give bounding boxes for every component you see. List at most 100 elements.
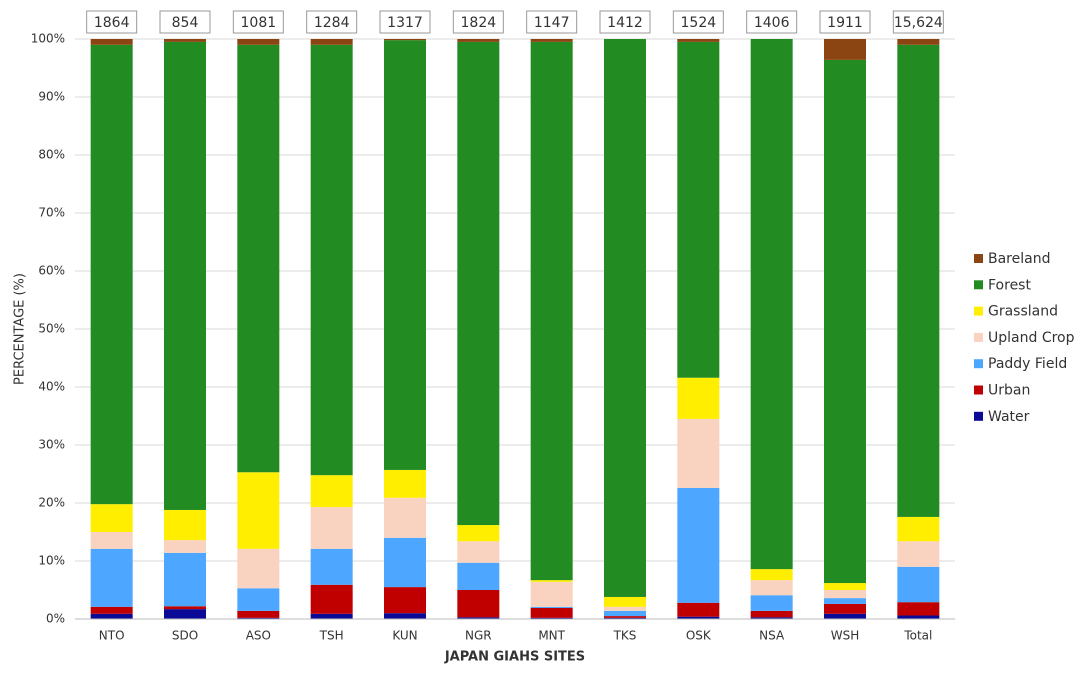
total-label: 1911 xyxy=(827,15,863,31)
bar-segment xyxy=(897,541,940,567)
bar-segment xyxy=(530,606,573,608)
legend-swatch xyxy=(974,359,983,369)
bar-segment xyxy=(90,532,133,549)
bar-segment xyxy=(384,497,426,538)
total-box xyxy=(672,10,724,34)
total-box xyxy=(819,10,871,34)
legend-label: Urban xyxy=(988,383,1030,399)
bar-segment xyxy=(677,39,720,42)
x-tick-label: KUN xyxy=(392,629,417,643)
bar-segment xyxy=(457,590,500,618)
y-tick-label: 80% xyxy=(38,148,65,162)
bar-segment xyxy=(310,613,353,619)
total-label: 854 xyxy=(172,15,199,31)
bar-segment xyxy=(310,475,353,508)
bar-segment xyxy=(604,606,646,611)
bar-segment xyxy=(237,472,280,549)
legend-swatch xyxy=(974,306,983,316)
bar-segment xyxy=(530,617,573,619)
bar-segment xyxy=(750,580,793,596)
bar-segment xyxy=(897,566,940,603)
x-tick-label: WSH xyxy=(831,629,860,643)
x-tick-label: TSH xyxy=(319,629,344,643)
legend-label: Bareland xyxy=(988,251,1050,267)
bar-segment xyxy=(897,615,940,619)
total-label: 1284 xyxy=(314,15,350,31)
bar-segment xyxy=(897,602,940,616)
bar-segment xyxy=(530,39,573,42)
bar-segment xyxy=(310,39,353,45)
x-tick-label: TKS xyxy=(613,629,637,643)
bar-segment xyxy=(384,40,426,470)
bar-segment xyxy=(90,613,133,619)
bar-segment xyxy=(457,617,500,619)
bar-segment xyxy=(824,590,866,599)
legend-swatch xyxy=(974,411,983,421)
legend-swatch xyxy=(974,280,983,290)
bar-segment xyxy=(530,581,573,607)
total-label: 1824 xyxy=(461,15,497,31)
y-tick-label: 60% xyxy=(38,264,65,278)
bar-segment xyxy=(604,39,646,597)
y-axis-label: PERCENTAGE (%) xyxy=(13,273,28,385)
bar-segment xyxy=(897,516,940,542)
bar-segment xyxy=(90,548,133,607)
bar-segment xyxy=(164,509,206,541)
x-tick-label: OSK xyxy=(686,629,712,643)
legend-label: Forest xyxy=(988,277,1031,293)
bar-segment xyxy=(530,580,573,582)
bar-segment xyxy=(237,44,280,473)
total-box xyxy=(232,10,284,34)
bar-segment xyxy=(604,616,646,618)
total-label: 1864 xyxy=(94,15,130,31)
bar-segment xyxy=(384,39,426,41)
bar-segment xyxy=(530,607,573,618)
x-tick-label: NGR xyxy=(465,629,492,643)
total-label: 15,624 xyxy=(894,15,943,31)
bar-segment xyxy=(824,598,866,604)
bar-segment xyxy=(310,548,353,585)
bar-segment xyxy=(237,588,280,611)
x-axis-label: JAPAN GIAHS SITES xyxy=(444,650,585,665)
total-box xyxy=(86,10,138,34)
y-tick-label: 70% xyxy=(38,206,65,220)
bar-segment xyxy=(457,541,500,563)
bar-segment xyxy=(530,41,573,581)
total-box xyxy=(452,10,504,34)
bar-segment xyxy=(824,603,866,614)
bar-segment xyxy=(164,540,206,553)
bar-segment xyxy=(604,617,646,619)
bar-segment xyxy=(750,610,793,618)
bar-segment xyxy=(750,595,793,611)
bar-segment xyxy=(164,552,206,607)
total-label: 1406 xyxy=(754,15,790,31)
bar-segment xyxy=(310,44,353,476)
bar-segment xyxy=(750,569,793,581)
total-label: 1081 xyxy=(241,15,277,31)
total-box xyxy=(159,10,211,34)
bar-segment xyxy=(237,39,280,45)
legend-label: Grassland xyxy=(988,304,1058,320)
bar-segment xyxy=(164,609,206,619)
bar-segment xyxy=(90,44,133,505)
total-label: 1147 xyxy=(534,15,570,31)
bar-segment xyxy=(604,610,646,617)
bar-segment xyxy=(384,613,426,619)
bar-segment xyxy=(384,537,426,588)
bar-segment xyxy=(677,487,720,603)
y-tick-label: 50% xyxy=(38,322,65,336)
y-tick-label: 100% xyxy=(31,32,65,46)
bar-segment xyxy=(897,44,940,517)
bar-segment xyxy=(310,584,353,614)
bar-segment xyxy=(897,39,940,45)
bar-segment xyxy=(90,606,133,614)
y-tick-label: 40% xyxy=(38,380,65,394)
y-tick-label: 30% xyxy=(38,438,65,452)
bar-segment xyxy=(824,59,866,584)
bar-segment xyxy=(164,39,206,42)
bar-segment xyxy=(824,39,866,60)
bar-segment xyxy=(457,562,500,590)
total-box xyxy=(526,10,578,34)
total-box xyxy=(306,10,358,34)
legend-label: Upland Crop xyxy=(988,330,1075,346)
